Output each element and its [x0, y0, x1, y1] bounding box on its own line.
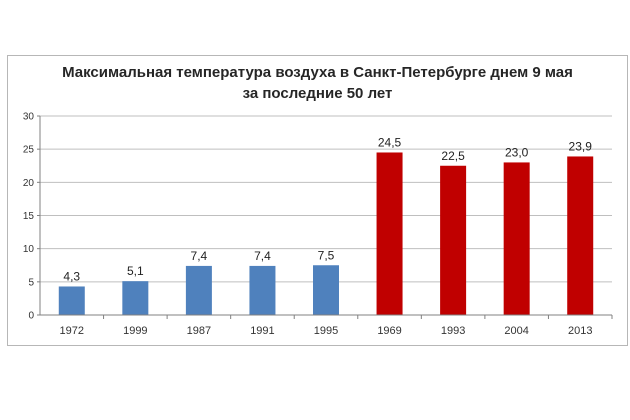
bar-1969: [376, 152, 403, 315]
bar-2013: [567, 156, 594, 315]
data-label-1991: 7,4: [254, 249, 271, 263]
bar-1987: [185, 265, 212, 315]
x-category-label: 1987: [187, 325, 211, 337]
data-label-2013: 23,9: [569, 139, 593, 153]
x-category-label: 1999: [123, 325, 147, 337]
data-label-1969: 24,5: [378, 135, 402, 149]
bars: [58, 152, 594, 315]
bar-1999: [122, 281, 149, 315]
bar-2004: [503, 162, 530, 315]
x-category-label: 1972: [60, 325, 84, 337]
data-label-1987: 7,4: [191, 249, 208, 263]
y-axis-tick-labels: 0 5 10 15 20 25 30: [23, 112, 35, 322]
y-tick-label: 30: [23, 112, 35, 123]
data-label-1993: 22,5: [441, 149, 465, 163]
y-tick-label: 25: [23, 145, 35, 156]
x-category-label: 2013: [568, 325, 592, 337]
chart-title-line-2: за последние 50 лет: [242, 85, 393, 102]
y-tick-label: 5: [28, 277, 34, 288]
x-category-label: 1995: [314, 325, 338, 337]
x-category-label: 2004: [504, 325, 528, 337]
chart-title: Максимальная температура воздуха в Санкт…: [7, 62, 628, 104]
bar-1972: [58, 286, 85, 315]
bar-1991: [249, 265, 276, 315]
x-category-label: 1993: [441, 325, 465, 337]
chart-title-line-1: Максимальная температура воздуха в Санкт…: [62, 64, 573, 81]
y-tick-label: 10: [23, 244, 35, 255]
bar-1995: [313, 265, 339, 315]
data-label-2004: 23,0: [505, 145, 529, 159]
data-labels: 4,3 5,1 7,4 7,4 7,5 24,5 22,5 23,0 23,9: [63, 135, 592, 283]
x-category-label: 1969: [377, 325, 401, 337]
data-label-1972: 4,3: [63, 269, 80, 283]
bar-1993: [440, 165, 467, 315]
y-tick-label: 0: [28, 311, 34, 322]
x-axis-category-labels: 1972 1999 1987 1991 1995 1969 1993 2004 2013: [60, 315, 613, 337]
data-label-1999: 5,1: [127, 264, 144, 278]
data-label-1995: 7,5: [318, 248, 335, 262]
y-tick-label: 15: [23, 211, 35, 222]
x-category-label: 1991: [250, 325, 274, 337]
y-tick-label: 20: [23, 178, 35, 189]
